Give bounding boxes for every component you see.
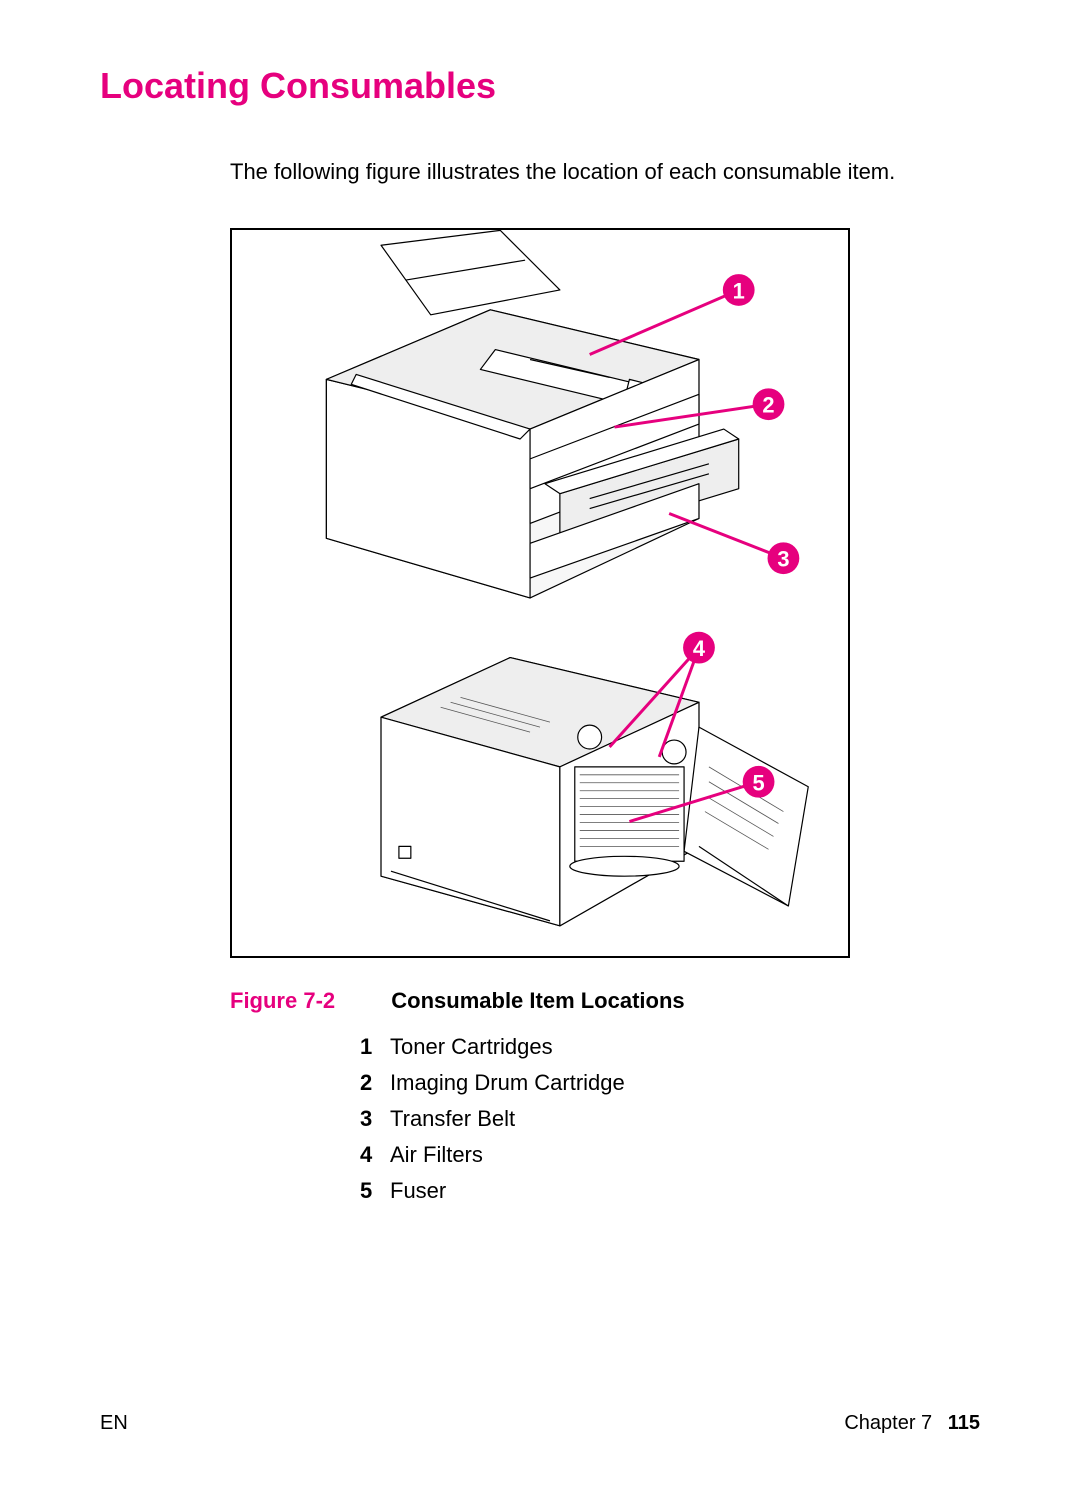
legend-number: 4 <box>360 1142 390 1168</box>
legend-item: 1Toner Cartridges <box>360 1034 980 1060</box>
figure-svg: 1 2 3 4 5 <box>232 230 848 956</box>
caption-label: Figure 7-2 <box>230 988 335 1013</box>
legend-text: Air Filters <box>390 1142 483 1167</box>
callout-number: 1 <box>733 278 745 303</box>
legend-item: 2Imaging Drum Cartridge <box>360 1070 980 1096</box>
footer-lang: EN <box>100 1412 128 1435</box>
callout-number: 4 <box>693 636 706 661</box>
page-heading: Locating Consumables <box>100 65 980 107</box>
footer-page-number: 115 <box>948 1412 980 1434</box>
callout-number: 2 <box>762 393 774 418</box>
legend-number: 1 <box>360 1034 390 1060</box>
manual-page: Locating Consumables The following figur… <box>0 0 1080 1495</box>
legend-number: 5 <box>360 1178 390 1204</box>
callout-leader <box>669 513 783 558</box>
printer-top-illustration <box>326 230 738 598</box>
callout-leader <box>590 290 739 355</box>
legend-item: 4Air Filters <box>360 1142 980 1168</box>
legend-item: 3Transfer Belt <box>360 1106 980 1132</box>
footer-chapter: Chapter 7 <box>844 1412 932 1434</box>
caption-title: Consumable Item Locations <box>391 988 684 1013</box>
callout-number: 5 <box>753 770 765 795</box>
figure-frame: 1 2 3 4 5 <box>230 228 850 958</box>
legend-item: 5Fuser <box>360 1178 980 1204</box>
legend-text: Imaging Drum Cartridge <box>390 1070 625 1095</box>
page-footer: EN Chapter 7 115 <box>100 1412 980 1435</box>
legend-number: 3 <box>360 1106 390 1132</box>
printer-bottom-illustration <box>381 657 808 925</box>
intro-text: The following figure illustrates the loc… <box>230 157 980 188</box>
legend-text: Fuser <box>390 1178 446 1203</box>
legend-list: 1Toner Cartridges2Imaging Drum Cartridge… <box>360 1034 980 1204</box>
legend-text: Toner Cartridges <box>390 1034 553 1059</box>
callout-number: 3 <box>777 547 789 572</box>
legend-text: Transfer Belt <box>390 1106 515 1131</box>
figure-caption: Figure 7-2 Consumable Item Locations <box>230 988 980 1014</box>
legend-number: 2 <box>360 1070 390 1096</box>
